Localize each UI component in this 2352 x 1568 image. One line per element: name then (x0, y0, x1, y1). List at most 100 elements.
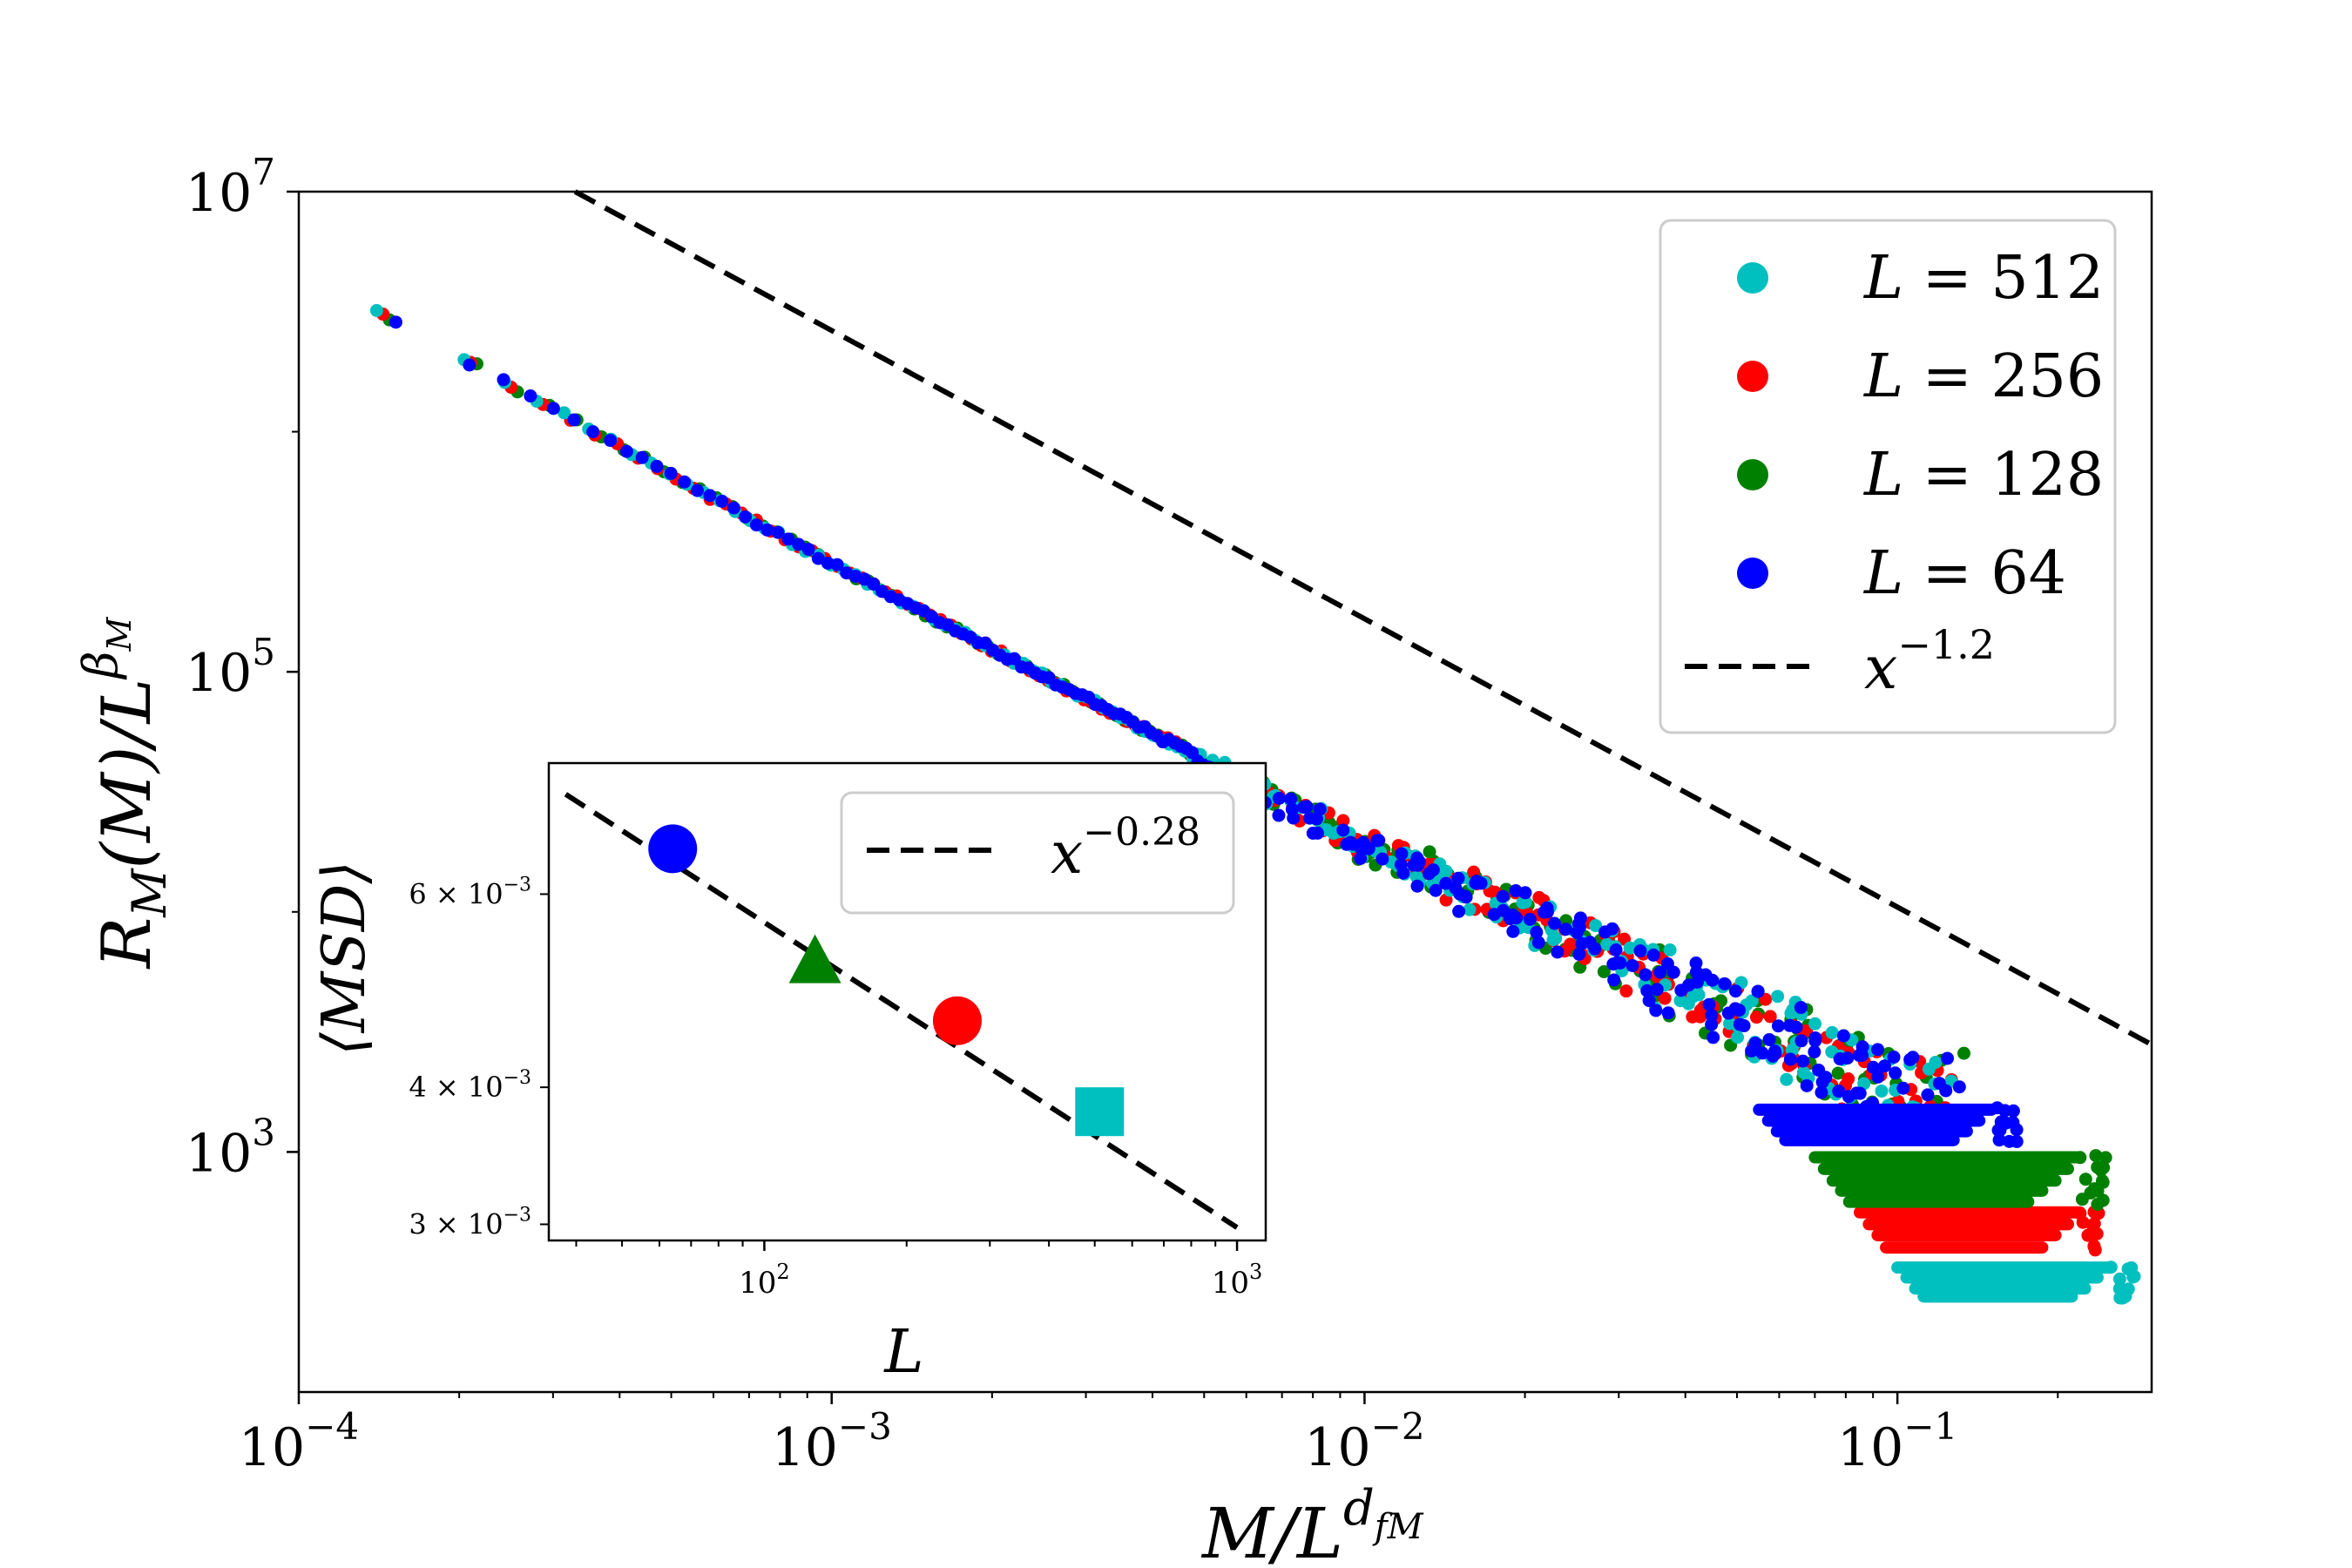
data-point-64 (1336, 823, 1350, 837)
data-point-64 (1921, 1088, 1935, 1102)
data-point-128 (2075, 1193, 2089, 1206)
main-reference-line (573, 189, 2153, 1047)
data-point-64 (1853, 1086, 1867, 1100)
data-point-64 (635, 450, 649, 464)
legend-label-l64: L = 64 (1862, 539, 2066, 608)
data-point-64 (1496, 889, 1510, 903)
data-point-64 (1762, 1032, 1776, 1046)
data-point-64 (546, 402, 560, 416)
data-point-64 (1755, 1046, 1769, 1060)
inset-x-axis-label: L (882, 1318, 923, 1387)
legend-label-l512: L = 512 (1862, 244, 2104, 313)
data-point-64 (1362, 841, 1375, 855)
data-point-512 (1516, 896, 1530, 909)
data-point-64 (497, 373, 510, 387)
data-point-64 (1506, 924, 1520, 938)
data-point-64 (1737, 1019, 1751, 1033)
data-point-64 (1354, 852, 1368, 866)
data-point-64 (1609, 943, 1623, 957)
data-point-64 (1639, 968, 1652, 982)
data-point-64 (1607, 973, 1621, 987)
main-x-tick-label: 10−2 (1304, 1405, 1424, 1478)
inset-x-tick-label: 103 (1212, 1260, 1263, 1301)
data-point-512 (1623, 941, 1637, 955)
data-point-64 (801, 543, 815, 557)
data-point-512 (1731, 1031, 1745, 1044)
data-point-128 (2078, 1173, 2092, 1186)
data-point-64 (1375, 852, 1389, 866)
data-point-128 (1831, 1066, 1845, 1080)
inset-y-tick-label: 4 × 10−3 (409, 1067, 531, 1104)
main-y-tick-label: 105 (186, 631, 275, 704)
data-point-256 (1564, 937, 1578, 951)
data-point-512 (1922, 1062, 1936, 1076)
data-point-64 (1309, 812, 1323, 826)
data-point-128 (1597, 964, 1611, 978)
data-point-512 (558, 406, 571, 420)
data-point-64 (1395, 847, 1409, 861)
data-point-64 (1642, 994, 1656, 1008)
legend-marker-l128 (1737, 459, 1768, 490)
data-point-64 (1794, 1001, 1808, 1015)
data-point-64 (567, 413, 581, 427)
data-point-64 (781, 532, 795, 546)
data-point-64 (1666, 965, 1680, 979)
data-point-64 (1794, 1034, 1808, 1048)
inset-y-axis-label: ⟨MSD⟩ (310, 861, 379, 1056)
data-point-64 (586, 425, 600, 439)
data-point-64 (1871, 1043, 1885, 1057)
data-point-256 (1763, 1010, 1777, 1024)
data-point-64 (1547, 916, 1561, 930)
data-point-64 (1815, 1085, 1828, 1099)
data-point-64 (1896, 1081, 1910, 1095)
main-x-ticks: 10−4 10−3 10−2 10−1 (239, 1392, 2059, 1478)
data-point-64 (1800, 1078, 1814, 1092)
data-point-64 (1272, 791, 1286, 805)
data-point-128 (2073, 1151, 2087, 1165)
data-point-256 (1336, 814, 1350, 828)
data-point-64 (1796, 1054, 1810, 1068)
data-point-64 (691, 483, 705, 497)
inset-y-tick-label: 3 × 10−3 (409, 1204, 531, 1240)
inset-point-l256 (932, 996, 982, 1045)
data-point-64 (867, 577, 881, 591)
data-point-64 (1451, 871, 1465, 885)
data-point-64 (678, 475, 692, 489)
legend-label-l256: L = 256 (1862, 342, 2104, 411)
data-point-512 (1663, 943, 1677, 957)
data-point-64 (1558, 923, 1572, 936)
data-point-256 (1842, 1072, 1855, 1086)
inset-reference-line (564, 792, 1239, 1230)
inset-x-tick-label: 102 (739, 1260, 790, 1301)
inset-legend: x−0.28 (840, 791, 1235, 915)
data-point-128 (2097, 1160, 2111, 1174)
data-point-512 (1549, 931, 1563, 945)
data-point-64 (1702, 997, 1716, 1011)
data-point-64 (1887, 1051, 1901, 1064)
data-point-64 (1940, 1051, 1954, 1065)
data-point-64 (1689, 956, 1703, 970)
data-point-256 (1658, 991, 1672, 1005)
data-point-128 (2099, 1151, 2112, 1165)
data-point-64 (1531, 936, 1545, 950)
data-point-64 (1633, 944, 1647, 958)
data-point-64 (1474, 876, 1488, 890)
main-y-tick-label: 103 (186, 1111, 275, 1184)
data-point-64 (1705, 1009, 1719, 1023)
data-point-64 (1751, 984, 1765, 998)
data-point-64 (619, 444, 633, 458)
main-x-tick-label: 10−3 (772, 1405, 892, 1478)
data-point-512 (1825, 1025, 1839, 1039)
data-point-64 (1836, 1029, 1850, 1043)
data-point-64 (1572, 947, 1586, 961)
data-point-64 (1510, 911, 1524, 925)
data-point-64 (1705, 1017, 1719, 1031)
data-point-64 (739, 510, 753, 524)
data-point-128 (2095, 1174, 2109, 1188)
data-point-256 (1686, 1010, 1700, 1024)
inset-data-points (648, 824, 1125, 1137)
data-point-64 (1410, 879, 1424, 893)
data-point-64 (1808, 1034, 1822, 1048)
data-point-512 (1439, 864, 1453, 878)
